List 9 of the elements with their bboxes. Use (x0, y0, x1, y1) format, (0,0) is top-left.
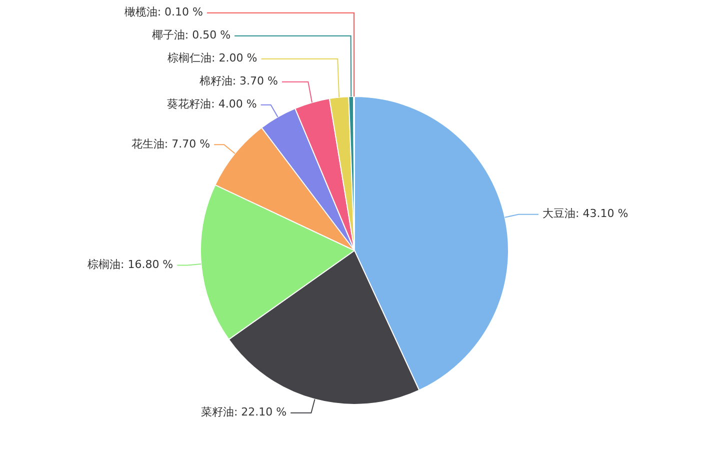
slice-label: 棕榈仁油: 2.00 % (168, 52, 258, 65)
slice-label: 棕榈油: 16.80 % (87, 258, 174, 272)
slice-label: 葵花籽油: 4.00 % (167, 98, 257, 111)
slice-label: 菜籽油: 22.10 % (200, 406, 287, 419)
slice-label: 椰子油: 0.50 % (152, 28, 231, 42)
slice-label: 大豆油: 43.10 % (542, 207, 628, 220)
slice-label: 棉籽油: 3.70 % (199, 74, 278, 88)
slice-label: 花生油: 7.70 % (131, 137, 210, 150)
slice-label: 橄榄油: 0.10 % (124, 6, 203, 19)
